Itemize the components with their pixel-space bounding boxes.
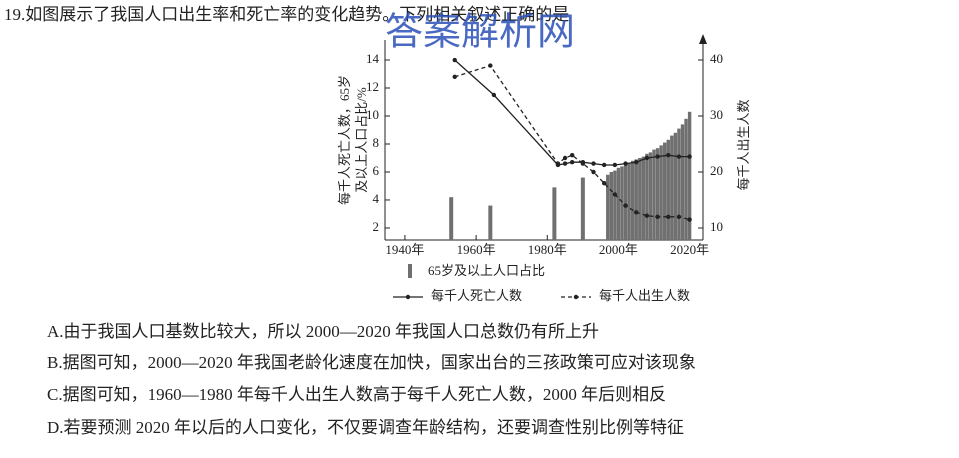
bar <box>677 128 681 240</box>
legend-label: 每千人死亡人数 <box>431 288 522 303</box>
bar <box>634 159 638 240</box>
y-tick-label: 4 <box>373 191 380 206</box>
bar <box>655 148 660 240</box>
watermark: 答案解析网 <box>385 12 575 54</box>
point <box>612 162 618 168</box>
bar <box>623 164 628 240</box>
bar <box>609 171 614 240</box>
legend-label: 每千人出生人数 <box>599 288 690 303</box>
point <box>676 154 682 159</box>
point <box>491 92 497 98</box>
point <box>580 161 586 166</box>
point <box>602 162 607 168</box>
bar <box>638 157 642 240</box>
point <box>644 155 650 161</box>
point <box>562 161 568 166</box>
y-tick-label: 10 <box>366 107 379 122</box>
y-axis-label: 及以上人口占比/% <box>354 87 369 193</box>
bar <box>673 132 678 240</box>
point <box>634 210 639 215</box>
point <box>562 155 568 161</box>
bar <box>659 145 663 240</box>
x-tick-label: 1940年 <box>385 242 424 257</box>
bar <box>663 142 667 240</box>
legend-swatch <box>408 264 412 278</box>
point <box>676 214 682 220</box>
bar <box>641 156 646 240</box>
axis-arrow <box>699 34 707 44</box>
y2-tick-label: 10 <box>710 219 723 234</box>
legend-swatch <box>573 294 579 300</box>
x-tick-label: 2000年 <box>599 242 638 257</box>
option: A.由于我国人口基数比较大，所以 2000—2020 年我国人口总数仍有所上升 <box>47 322 599 341</box>
bar <box>684 118 688 240</box>
point <box>452 57 457 63</box>
point <box>591 169 596 175</box>
bar <box>627 163 631 240</box>
point <box>644 213 650 218</box>
option: D.若要预测 2020 年以后的人口变化，不仅要调查年龄结构，还要调查性别比例等… <box>47 418 684 437</box>
point <box>634 159 639 165</box>
point <box>666 214 671 220</box>
y2-tick-label: 30 <box>710 107 723 122</box>
y2-axis-label: 每千人出生人数 <box>736 99 751 190</box>
point <box>623 161 628 166</box>
bar <box>613 170 617 240</box>
bar <box>606 174 610 240</box>
question-stem: 19.如图展示了我国人口出生率和死亡率的变化趋势。下列相关叙述正确的是 <box>4 5 569 24</box>
option: C.据图可知，1960—1980 年每千人出生人数高于每千人死亡人数，2000 … <box>47 385 666 404</box>
bar <box>620 166 624 240</box>
y2-tick-label: 20 <box>710 163 723 178</box>
bar <box>449 197 454 240</box>
y-tick-label: 14 <box>366 51 380 66</box>
bar <box>488 205 493 240</box>
point <box>452 74 457 79</box>
x-tick-label: 2020年 <box>670 242 709 257</box>
point <box>602 181 607 186</box>
x-tick-label: 1960年 <box>457 242 496 257</box>
y2-tick-label: 40 <box>710 51 723 66</box>
point <box>591 161 596 166</box>
line <box>454 59 690 166</box>
y-tick-label: 2 <box>373 219 380 234</box>
bar <box>670 135 674 240</box>
y-tick-label: 8 <box>373 135 380 150</box>
point <box>488 63 493 68</box>
point <box>569 153 575 158</box>
bar <box>666 139 670 240</box>
y-tick-label: 12 <box>366 79 379 94</box>
point <box>687 154 692 159</box>
bar <box>580 177 585 240</box>
bar <box>630 160 635 240</box>
point <box>666 152 671 158</box>
point <box>687 217 692 222</box>
point <box>555 161 561 166</box>
bar <box>687 111 692 240</box>
legend-swatch <box>405 294 411 300</box>
y-tick-label: 6 <box>373 163 380 178</box>
bar <box>645 153 649 240</box>
point <box>623 203 628 208</box>
legend-label: 65岁及以上人口占比 <box>428 263 545 278</box>
bar <box>552 187 557 240</box>
x-tick-label: 1980年 <box>528 242 567 257</box>
bar <box>652 149 656 240</box>
point <box>569 159 575 165</box>
point <box>655 214 660 220</box>
bar <box>648 152 653 240</box>
bar <box>616 167 621 240</box>
y-axis-label: 每千人死亡人数，65岁 <box>337 75 352 205</box>
point <box>655 154 660 159</box>
bar <box>680 124 685 240</box>
option: B.据图可知，2000—2020 年我国老龄化速度在加快，国家出台的三孩政策可应… <box>47 353 696 372</box>
point <box>612 192 618 197</box>
